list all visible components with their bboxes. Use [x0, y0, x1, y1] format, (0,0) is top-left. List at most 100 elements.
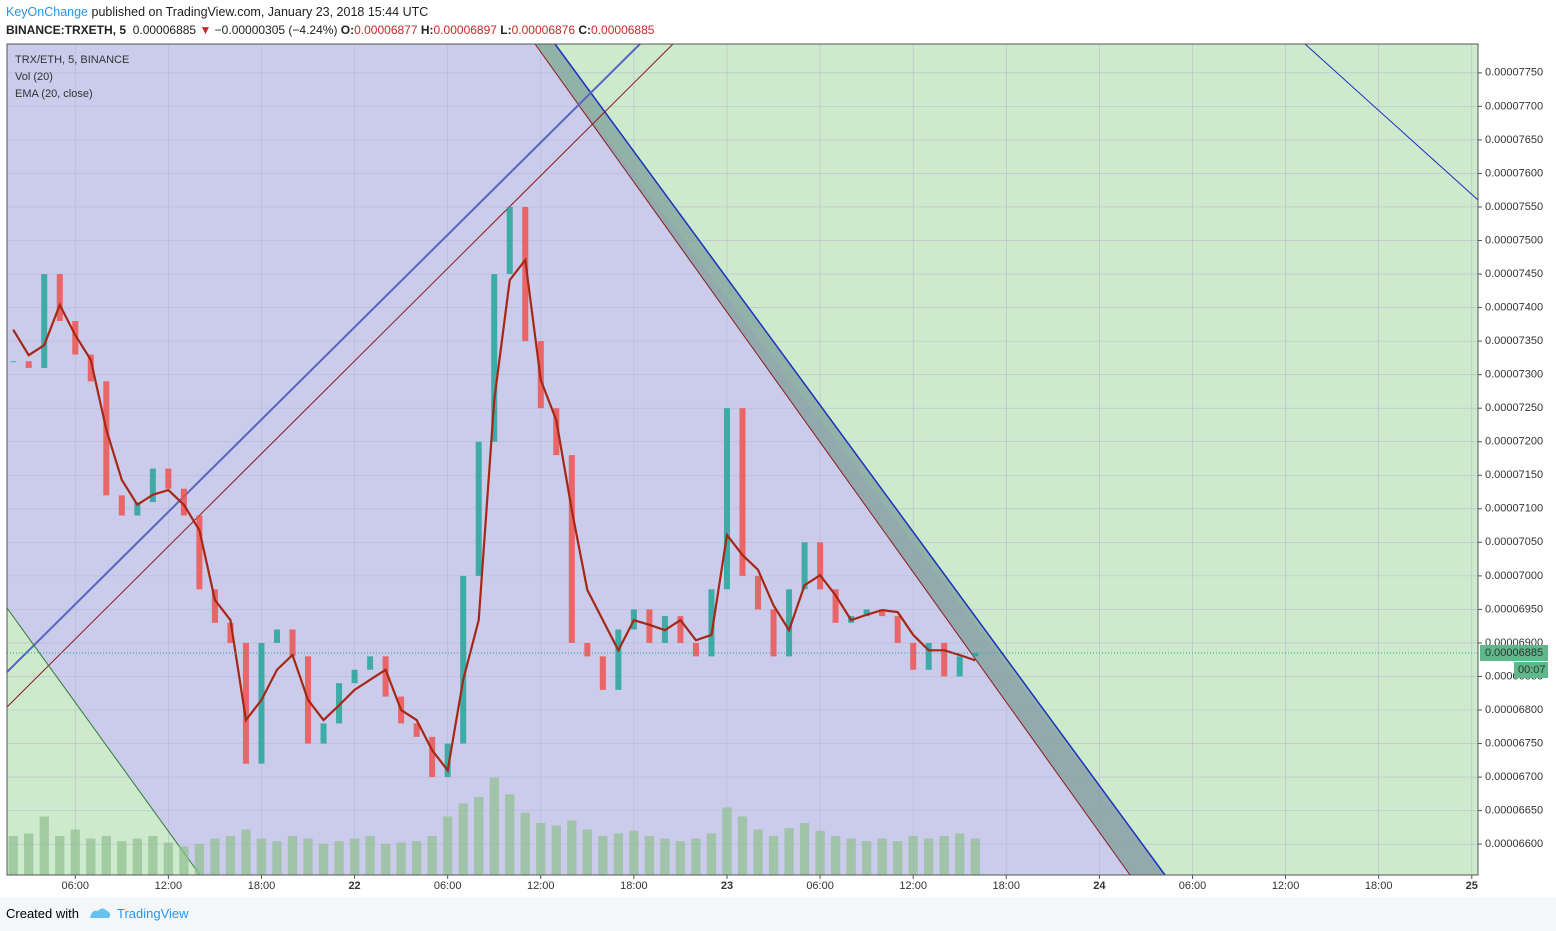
candle-body: [367, 656, 374, 670]
y-tick-label: 0.00006650: [1485, 805, 1543, 817]
last: 0.00006885: [132, 23, 197, 37]
volume-bar: [551, 825, 561, 875]
candle-body: [832, 589, 839, 623]
volume-bar: [753, 829, 763, 875]
candle-body: [491, 274, 498, 442]
volume-bar: [567, 820, 577, 875]
logo: [90, 908, 111, 918]
y-tick-label: 0.00006750: [1485, 737, 1543, 749]
candle-body: [56, 274, 63, 321]
y-tick-label: 0.00007200: [1485, 436, 1543, 448]
volume-bar: [924, 838, 934, 875]
axes: 0.00006600 0.00006650 0.00006700 0.00006750…: [15, 54, 1548, 892]
candle-body: [879, 609, 886, 617]
candle-body: [956, 656, 963, 677]
candle-body: [817, 542, 824, 590]
candle-body: [118, 495, 125, 516]
x-tick-label: 06:00: [806, 880, 834, 892]
y-tick-label: 0.00007700: [1485, 100, 1543, 112]
legend-entry: TRX/ETH, 5, BINANCE: [15, 54, 129, 66]
volume-bar: [411, 841, 422, 875]
x-tick-label: 12:00: [1272, 880, 1300, 892]
marks: [7, 206, 1478, 875]
last-price-label: 0.00006885: [1485, 647, 1543, 659]
c-label: C:: [578, 23, 592, 37]
author[interactable]: KeyOnChange: [6, 5, 89, 19]
volume-bar: [427, 836, 437, 875]
volume-bar: [101, 836, 111, 875]
header: KeyOnChange published on TradingView.com…: [6, 3, 654, 39]
o: 0.00006877: [354, 23, 418, 37]
y-tick-label: 0.00007300: [1485, 369, 1543, 381]
candle-body: [863, 609, 870, 617]
candle-body: [460, 575, 467, 744]
volume-bar: [675, 841, 686, 875]
candle-body: [599, 656, 606, 690]
trend-line: [534, 43, 1131, 876]
volume-bar: [55, 836, 65, 875]
legend-entry: Vol (20): [15, 71, 53, 83]
volume-bar: [39, 816, 49, 875]
volume-bar: [737, 816, 748, 875]
candle-body: [553, 408, 560, 456]
volume-bar: [458, 803, 468, 875]
x-tick-label: 18:00: [1365, 880, 1393, 892]
countdown-box: [1514, 661, 1548, 678]
candle-body: [211, 589, 218, 623]
volume-bar: [877, 838, 887, 875]
volume-bar: [505, 794, 515, 875]
volume-bar: [318, 843, 329, 875]
candle-body: [320, 723, 327, 744]
volume-bar: [582, 829, 592, 875]
volume-bar: [768, 836, 779, 875]
volume-bar: [489, 777, 499, 875]
candle-body: [273, 629, 280, 643]
volume-bar: [830, 836, 841, 875]
volume-bar: [955, 833, 965, 875]
volume-bar: [241, 829, 251, 875]
volume-bar: [629, 830, 639, 875]
x-tick-label: 25: [1466, 880, 1478, 892]
volume-bar: [117, 841, 127, 875]
candle-body: [584, 642, 591, 657]
candle-body: [755, 575, 762, 610]
o-label: O:: [340, 23, 355, 37]
volume-bar: [163, 842, 174, 875]
candle-body: [925, 642, 932, 670]
volume-bar: [598, 836, 608, 875]
l-label: L:: [500, 23, 512, 37]
candle-body: [941, 642, 948, 677]
volume-bar: [225, 836, 236, 875]
candle-body: [87, 354, 94, 382]
time-axis: [0, 876, 1556, 898]
y-tick-label: 0.00007650: [1485, 134, 1543, 146]
volume-bar: [846, 838, 856, 875]
trend-line: [6, 607, 201, 876]
x-tick-label: 23: [721, 880, 733, 892]
x-tick-label: 18:00: [620, 880, 648, 892]
y-tick-label: 0.00007350: [1485, 335, 1543, 347]
volume-bar: [784, 828, 794, 875]
candle-body: [568, 455, 575, 643]
brand[interactable]: TradingView: [117, 906, 189, 921]
arrow: ▼: [199, 23, 212, 37]
candle-body: [786, 589, 793, 657]
volume-bar: [303, 838, 313, 875]
candle-body: [25, 361, 32, 368]
volume-bar: [70, 829, 80, 875]
candle-body: [444, 743, 451, 778]
candle-body: [801, 542, 808, 590]
volume-bar: [272, 841, 282, 875]
candle-body: [506, 206, 513, 275]
symbol: BINANCE:TRXETH, 5: [6, 23, 127, 37]
x-tick-label: 18:00: [993, 880, 1021, 892]
x-tick-label: 24: [1093, 880, 1106, 892]
y-tick-label: 0.00007150: [1485, 469, 1543, 481]
candle-body: [770, 609, 777, 657]
volume-bar: [815, 830, 825, 875]
trend-line: [1304, 43, 1479, 201]
volume-bar: [939, 836, 949, 875]
channel-band: [535, 44, 1165, 875]
countdown: 00:07: [1518, 664, 1546, 676]
